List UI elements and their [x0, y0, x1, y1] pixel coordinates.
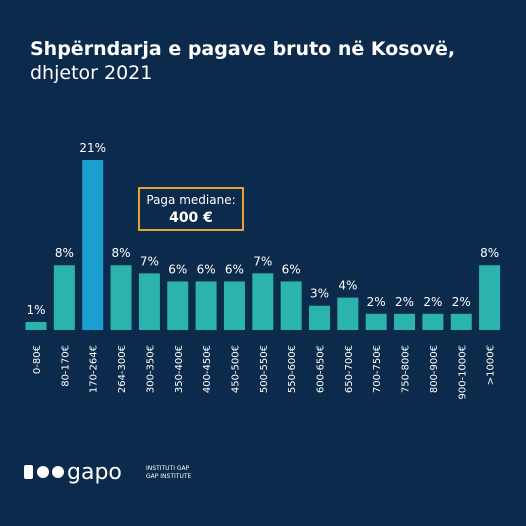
- value-label: 2%: [452, 295, 471, 309]
- value-label: 6%: [225, 262, 244, 276]
- value-label: 7%: [140, 254, 159, 268]
- logo-line: INSTITUTI GAP: [146, 465, 190, 472]
- bar: [195, 281, 217, 330]
- bar: [280, 281, 302, 330]
- bar: [82, 160, 104, 330]
- x-tick-label: 600-650€: [316, 345, 327, 393]
- bar: [479, 265, 501, 330]
- x-tick-label: 650-700€: [344, 345, 355, 393]
- x-tick-label: 900-1000€: [457, 345, 468, 400]
- bar: [25, 321, 47, 330]
- x-tick-label: 550-600€: [287, 345, 298, 393]
- value-label: 2%: [423, 295, 442, 309]
- value-label: 4%: [338, 279, 357, 293]
- value-label: 3%: [310, 287, 329, 301]
- value-label: 8%: [480, 246, 499, 260]
- x-tick-label: 264-300€: [117, 345, 128, 393]
- x-tick-label: >1000€: [486, 345, 497, 385]
- bar: [309, 305, 330, 330]
- x-tick-label: 0-80€: [32, 345, 43, 374]
- value-label: 8%: [55, 246, 74, 260]
- x-tick-label: 300-350€: [145, 345, 156, 393]
- bar: [394, 313, 416, 330]
- bar: [252, 273, 274, 330]
- x-tick-label: 750-800€: [401, 345, 412, 393]
- x-tick-label: 170-264€: [89, 345, 100, 393]
- x-tick-label: 450-500€: [230, 345, 241, 393]
- bar: [167, 281, 189, 330]
- x-tick-label: 800-900€: [429, 345, 440, 393]
- annotation-box: [138, 187, 244, 231]
- value-label: 6%: [282, 262, 301, 276]
- x-tick-label: 80-170€: [60, 345, 71, 387]
- annotation-value: 400 €: [169, 210, 213, 226]
- bar: [422, 313, 444, 330]
- logo-text: gapo: [67, 460, 122, 485]
- bar: [223, 281, 245, 330]
- bar: [138, 273, 160, 330]
- value-label: 1%: [26, 303, 45, 317]
- bar: [337, 297, 359, 330]
- logo-line: GAP INSTITUTE: [146, 473, 192, 480]
- value-label: 6%: [197, 262, 216, 276]
- value-label: 8%: [112, 246, 131, 260]
- x-tick-label: 500-550€: [259, 345, 270, 393]
- chart-title: Shpërndarja e pagave bruto në Kosovë,: [30, 38, 455, 60]
- x-tick-label: 700-750€: [372, 345, 383, 393]
- logo: gapo INSTITUTI GAP GAP INSTITUTE: [24, 460, 192, 485]
- x-tick-label: 350-400€: [174, 345, 185, 393]
- chart-subtitle: dhjetor 2021: [30, 62, 152, 84]
- bar: [110, 265, 132, 330]
- bar: [365, 313, 387, 330]
- bar: [450, 313, 472, 330]
- value-label: 2%: [395, 295, 414, 309]
- logo-mark: [37, 466, 49, 478]
- value-label: 21%: [79, 141, 106, 155]
- annotation-label: Paga mediane:: [146, 193, 235, 207]
- logo-mark: [52, 466, 64, 478]
- value-label: 7%: [253, 254, 272, 268]
- logo-mark: [24, 465, 33, 479]
- bar: [53, 265, 75, 330]
- value-label: 2%: [367, 295, 386, 309]
- x-tick-label: 400-450€: [202, 345, 213, 393]
- value-label: 6%: [168, 262, 187, 276]
